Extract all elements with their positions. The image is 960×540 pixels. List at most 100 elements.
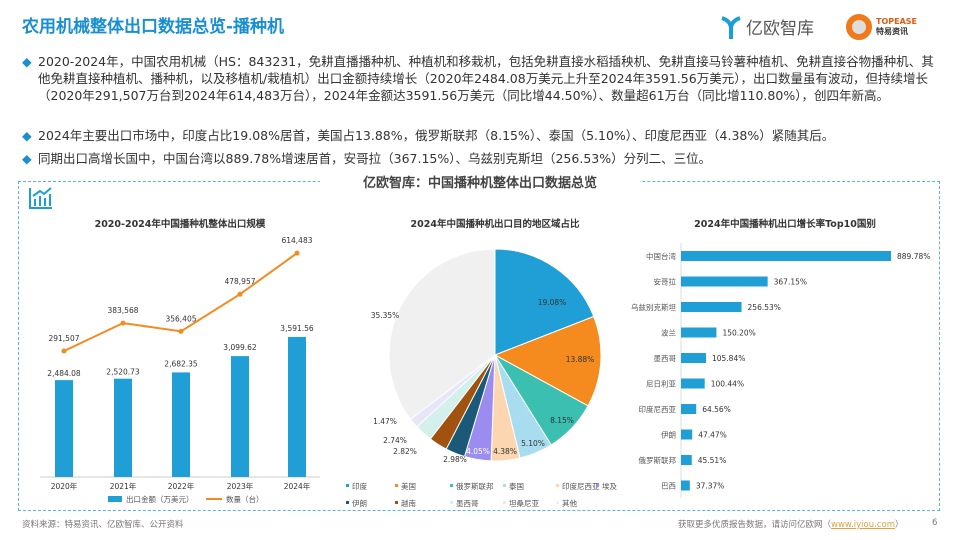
yiou-logo-text: 亿欧智库 [746, 19, 814, 39]
legend-item: 越南 [401, 498, 416, 508]
line-point [120, 320, 126, 326]
legend-swatch [503, 484, 506, 487]
pie-label: 4.38% [493, 447, 517, 456]
line-label: 356,405 [165, 314, 196, 323]
footer-more-text: 获取更多优质报告数据，请访问亿欧网（ [678, 520, 832, 530]
line-point [61, 348, 67, 354]
bar [114, 378, 132, 477]
footer-more: 获取更多优质报告数据，请访问亿欧网（www.iyiou.com） [678, 518, 904, 530]
line-label: 478,957 [224, 277, 255, 286]
category-label: 波兰 [661, 328, 676, 338]
legend-item: 印度尼西亚 [562, 481, 600, 491]
legend-swatch [450, 501, 453, 504]
legend-swatch [346, 484, 349, 487]
pie-label: 1.47% [373, 417, 397, 426]
legend-item: 美国 [401, 481, 416, 491]
category-label: 俄罗斯联邦 [639, 455, 677, 465]
bar-label: 3,099.62 [223, 343, 257, 352]
pie-slice [493, 315, 602, 407]
bar-value-label: 37.37% [696, 482, 725, 491]
page-number: 6 [932, 518, 938, 528]
category-label: 中国台湾 [646, 251, 676, 261]
pie-label: 19.08% [538, 298, 567, 307]
category-label: 巴西 [661, 482, 676, 491]
bar-value-label: 256.53% [748, 303, 781, 312]
pie-label: 2.98% [443, 455, 467, 464]
category-label: 墨西哥 [654, 354, 677, 363]
source-note: 资料来源：特易资讯、亿欧智库、公开资料 [22, 520, 184, 530]
bar-value-label: 47.47% [698, 431, 727, 440]
page-title: 农用机械整体出口数据总览-播种机 [22, 17, 285, 37]
diamond-icon: ◆ [22, 54, 32, 69]
pie-label: 2.82% [393, 447, 417, 456]
line-label: 383,568 [107, 306, 138, 315]
x-tick-label: 2020年 [51, 481, 78, 491]
legend-swatch [556, 501, 559, 504]
legend-item: 泰国 [509, 481, 524, 491]
bar-label: 3,591.56 [280, 324, 314, 333]
growth-bar [681, 276, 768, 287]
bar-value-label: 367.15% [774, 278, 807, 287]
topease-cn: 特易资讯 [876, 27, 908, 36]
chart2-title: 2024年中国播种机出口目的地区域占比 [410, 219, 580, 230]
bar-label: 2,520.73 [106, 368, 140, 377]
legend-amount: 出口金额（万美元） [126, 494, 194, 504]
bullet-text: 2024年主要出口市场中，印度占比19.08%居首，美国占13.88%，俄罗斯联… [38, 128, 835, 143]
pie-label: 35.35% [371, 311, 400, 320]
legend-item: 印度 [352, 481, 367, 491]
growth-bar [681, 251, 891, 261]
line-point [237, 291, 243, 297]
line-point [294, 250, 300, 256]
bar [288, 336, 306, 477]
pie-label: 4.05% [466, 447, 490, 456]
x-tick-label: 2022年 [168, 481, 195, 491]
pie-label: 2.74% [383, 436, 407, 445]
category-label: 伊朗 [661, 430, 676, 440]
legend-item: 其他 [562, 498, 577, 508]
legend-item: 伊朗 [352, 498, 367, 508]
legend-item: 墨西哥 [456, 499, 479, 508]
legend-quantity: 数量（台） [226, 494, 264, 504]
bar-value-label: 889.78% [897, 252, 930, 261]
topease-ring-icon [846, 14, 872, 40]
quantity-line [63, 252, 298, 352]
growth-bar [681, 480, 690, 491]
bullet-2: ◆ 2024年主要出口市场中，印度占比19.08%居首，美国占13.88%，俄罗斯… [22, 127, 942, 144]
line-label: 291,507 [48, 334, 79, 343]
bar-value-label: 45.51% [698, 456, 727, 465]
growth-bar [681, 327, 717, 338]
bar-label: 2,682.35 [164, 359, 198, 368]
bar-value-label: 105.84% [712, 354, 745, 363]
category-label: 印度尼西亚 [639, 404, 677, 414]
panel-title: 亿欧智库：中国播种机整体出口数据总览 [320, 172, 640, 191]
chart1-title: 2020-2024年中国播种机整体出口规模 [94, 219, 266, 230]
pie-slice [388, 248, 496, 420]
bar-value-label: 64.56% [702, 405, 731, 414]
footer-close: ） [895, 520, 904, 530]
growth-bar [681, 404, 697, 414]
bar [231, 356, 249, 477]
website-link[interactable]: www.iyiou.com [831, 520, 895, 530]
pie-label: 13.88% [566, 355, 595, 364]
category-label: 尼日利亚 [646, 379, 676, 389]
legend-swatch [596, 484, 599, 487]
legend-item: 俄罗斯联邦 [456, 481, 494, 491]
pie-label: 5.10% [521, 439, 545, 448]
legend-swatch-amount [108, 496, 122, 502]
legend-swatch [395, 501, 398, 504]
legend-swatch [450, 484, 453, 487]
bullet-1: ◆ 2020-2024年，中国农用机械（HS：843231，免耕直播播种机、种植机… [22, 53, 942, 104]
growth-bar [681, 302, 742, 312]
bar-value-label: 100.44% [711, 380, 744, 389]
topease-logo: TOPEASE 特易资讯 [846, 14, 917, 40]
x-tick-label: 2024年 [284, 481, 311, 491]
topease-en: TOPEASE [876, 17, 918, 26]
pie-slice [494, 248, 595, 356]
legend-swatch [556, 484, 559, 487]
line-point [178, 328, 184, 334]
x-tick-label: 2023年 [227, 481, 254, 491]
x-tick-label: 2021年 [110, 481, 137, 491]
bar-label: 2,484.08 [47, 369, 81, 378]
chart-icon [29, 187, 52, 209]
